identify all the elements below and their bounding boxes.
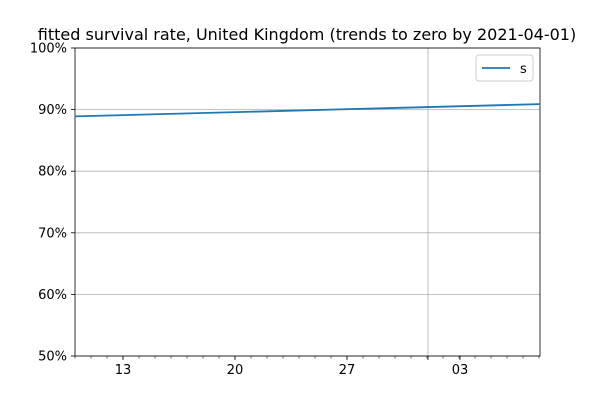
- series-line-s: [74, 103, 541, 118]
- series-lines: [74, 103, 541, 118]
- axes: [71, 47, 541, 360]
- y-tick-label: 60%: [38, 288, 67, 303]
- y-tick-label: 80%: [38, 165, 67, 180]
- x-tick-label: 20: [227, 363, 244, 378]
- y-tick-label: 50%: [38, 350, 67, 365]
- tick-labels: 50% 60% 70% 80% 90% 100% 13 20 27 03: [30, 42, 468, 379]
- x-tick-label: 03: [452, 363, 469, 378]
- x-tick-label: 13: [115, 363, 132, 378]
- y-tick-label: 100%: [30, 42, 67, 57]
- legend-label: s: [520, 62, 527, 77]
- legend: s: [475, 54, 534, 82]
- x-tick-label: 27: [339, 363, 356, 378]
- chart-title: fitted survival rate, United Kingdom (tr…: [38, 25, 576, 44]
- y-tick-label: 70%: [38, 226, 67, 241]
- plot-frame: [74, 47, 541, 357]
- y-tick-label: 90%: [38, 103, 67, 118]
